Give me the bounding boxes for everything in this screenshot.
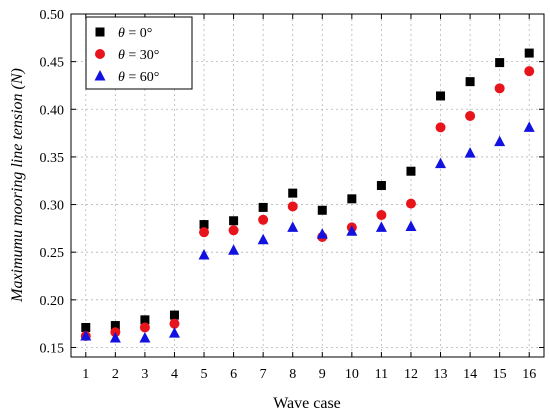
y-axis-title: Maximumu mooring line tension (N) <box>9 68 26 303</box>
legend-label-value: = 0° <box>125 26 153 41</box>
legend-label-value: = 60° <box>125 70 160 85</box>
x-axis-title: Wave case <box>273 395 341 412</box>
triangle-point <box>80 330 92 341</box>
y-tick-label: 0.35 <box>40 151 65 166</box>
triangle-point <box>257 233 269 245</box>
series-0 <box>81 48 534 332</box>
legend-label-value: = 30° <box>125 48 160 63</box>
y-tick-label: 0.50 <box>40 8 65 23</box>
square-point <box>495 58 505 68</box>
triangle-point <box>494 135 506 147</box>
triangle-point <box>316 228 328 239</box>
data-points <box>80 48 535 343</box>
circle-point <box>169 318 180 329</box>
axis-ticks <box>71 13 544 357</box>
legend-label-symbol: θ <box>118 26 125 41</box>
x-tick-label: 8 <box>289 367 296 382</box>
triangle-point <box>168 327 180 338</box>
circle-point <box>405 198 416 209</box>
x-tick-label: 3 <box>141 367 148 382</box>
y-tick-label: 0.25 <box>40 246 65 261</box>
x-tick-label: 15 <box>493 367 507 382</box>
legend-label: θ = 30° <box>118 48 159 63</box>
y-tick-label: 0.45 <box>40 56 65 71</box>
x-tick-label: 12 <box>404 367 418 382</box>
legend-marker-circle <box>95 49 105 59</box>
circle-point <box>435 122 446 133</box>
x-tick-label: 16 <box>522 367 536 382</box>
square-point <box>347 194 357 204</box>
circle-point <box>465 110 476 121</box>
circle-point <box>258 214 269 225</box>
series-1 <box>80 66 535 342</box>
series-2 <box>80 121 535 343</box>
x-tick-label: 5 <box>201 367 208 382</box>
square-point <box>436 91 446 101</box>
triangle-point <box>139 331 151 343</box>
triangle-point <box>375 221 387 232</box>
square-point <box>110 321 120 331</box>
x-tick-labels: 1 2 3 4 5 6 7 8 9 10 11 12 13 14 15 16 <box>82 367 536 382</box>
y-tick-label: 0.40 <box>40 103 65 118</box>
circle-point <box>494 83 505 94</box>
legend: θ = 0°θ = 30°θ = 60° <box>85 16 193 90</box>
x-tick-label: 11 <box>375 367 388 382</box>
triangle-point <box>198 249 210 260</box>
circle-point <box>139 322 150 333</box>
square-point <box>288 188 298 198</box>
legend-label: θ = 60° <box>118 70 159 85</box>
legend-marker-triangle <box>94 70 106 81</box>
triangle-point <box>464 147 476 158</box>
square-point <box>199 220 209 230</box>
square-point <box>258 202 268 212</box>
triangle-point <box>523 121 535 132</box>
x-tick-label: 2 <box>112 367 119 382</box>
square-point <box>229 216 239 226</box>
x-tick-label: 10 <box>345 367 359 382</box>
x-tick-label: 7 <box>260 367 267 382</box>
legend-label-symbol: θ <box>118 70 125 85</box>
triangle-point <box>228 244 240 255</box>
triangle-point <box>109 331 121 343</box>
square-point <box>317 205 327 215</box>
circle-point <box>228 225 239 236</box>
x-tick-label: 1 <box>82 367 89 382</box>
y-tick-labels: 0.15 0.20 0.25 0.30 0.35 0.40 0.45 0.50 <box>40 8 65 356</box>
square-point <box>406 166 416 176</box>
circle-point <box>199 227 210 238</box>
square-point <box>169 310 179 320</box>
y-tick-label: 0.20 <box>40 294 65 309</box>
y-tick-label: 0.30 <box>40 199 65 214</box>
triangle-point <box>287 221 299 232</box>
square-point <box>140 315 150 325</box>
x-tick-label: 13 <box>434 367 448 382</box>
legend-label-symbol: θ <box>118 48 125 63</box>
x-tick-label: 9 <box>319 367 326 382</box>
triangle-point <box>405 220 417 231</box>
x-tick-label: 14 <box>463 367 477 382</box>
triangle-point <box>346 225 358 236</box>
circle-point <box>287 201 298 212</box>
square-point <box>524 48 534 58</box>
y-tick-label: 0.15 <box>40 341 65 356</box>
plot-frame <box>70 13 545 358</box>
triangle-point <box>435 157 447 169</box>
x-tick-label: 6 <box>230 367 237 382</box>
x-tick-label: 4 <box>171 367 178 382</box>
square-point <box>376 181 386 190</box>
circle-point <box>376 210 387 221</box>
legend-marker-square <box>95 27 105 37</box>
circle-point <box>524 66 535 77</box>
legend-label: θ = 0° <box>118 26 152 41</box>
square-point <box>465 77 475 87</box>
square-point <box>81 322 91 332</box>
